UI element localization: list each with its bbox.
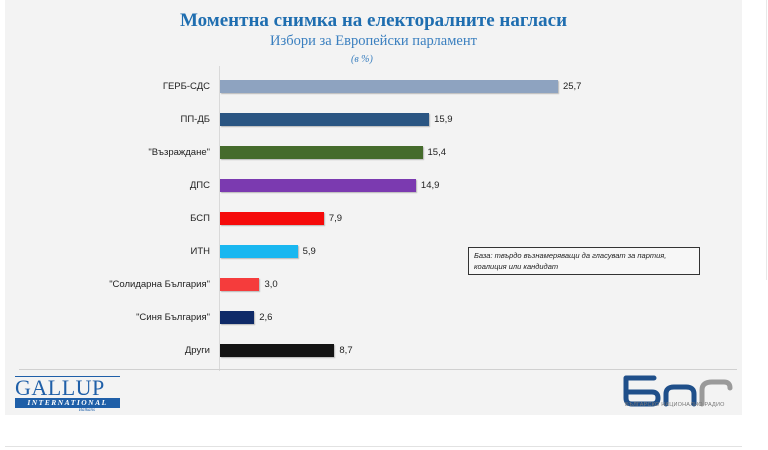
bar [220,80,558,93]
gallup-sub: Balkans [78,408,95,413]
gallup-logo: GALLUP INTERNATIONAL Balkans [15,376,120,413]
footer-divider [19,369,737,370]
bar [220,179,416,192]
bar-value-label: 15,4 [427,147,447,158]
bnr-subtitle: БЪЛГАРСКО НАЦИОНАЛНО РАДИО [625,402,725,408]
bar-category-label: Други [184,345,210,356]
gallup-band: INTERNATIONAL [15,398,120,408]
chart-subtitle: Избори за Европейски парламент [270,33,477,49]
bar-row: Други 8,7 [5,344,742,358]
sidebar-edge [766,0,767,280]
category-axis [219,66,220,371]
page-divider [5,446,742,447]
bar-value-label: 2,6 [259,312,273,323]
bar [220,113,430,126]
bar [220,146,423,159]
bar-value-label: 8,7 [339,345,353,356]
bar [220,278,260,291]
base-annotation: База: твърдо възнамеряващи да гласуват з… [468,247,700,275]
bar-row: ГЕРБ-СДС 25,7 [5,80,742,94]
bar-row: ИТН 5,9 [5,245,742,259]
bnr-logo-icon [623,375,733,407]
bar-category-label: "Възраждане" [148,147,210,158]
bar-category-label: "Солидарна България" [109,279,210,290]
bar-value-label: 14,9 [420,180,440,191]
bar-row: БСП 7,9 [5,212,742,226]
bar-row: ДПС 14,9 [5,179,742,193]
bar-value-label: 7,9 [328,213,343,224]
bar [220,344,335,357]
gallup-wordmark: GALLUP [15,375,105,400]
bar-value-label: 25,7 [562,81,582,92]
bar-category-label: ДПС [189,180,210,191]
bar-value-label: 15,9 [434,114,453,125]
bar-value-label: 5,9 [302,246,316,257]
bar-category-label: "Синя България" [136,312,210,323]
chart-image-panel: Моментна снимка на електоралните нагласи… [5,0,742,415]
bar-category-label: БСП [190,213,210,224]
bar-category-label: ИТН [190,246,211,257]
bar-value-label: 3,0 [264,279,278,290]
unit-label: (в %) [351,54,373,65]
bar-category-label: ГЕРБ-СДС [162,81,210,92]
chart-title: Моментна снимка на електоралните нагласи [179,10,568,31]
bar [220,245,298,258]
bar [220,212,324,225]
bar-row: "Солидарна България" 3,0 [5,278,742,292]
bar-row: ПП-ДБ 15,9 [5,113,742,127]
bar [220,311,255,324]
bar-row: "Възраждане" 15,4 [5,146,742,160]
bar-row: "Синя България" 2,6 [5,311,742,325]
bar-category-label: ПП-ДБ [180,114,211,125]
